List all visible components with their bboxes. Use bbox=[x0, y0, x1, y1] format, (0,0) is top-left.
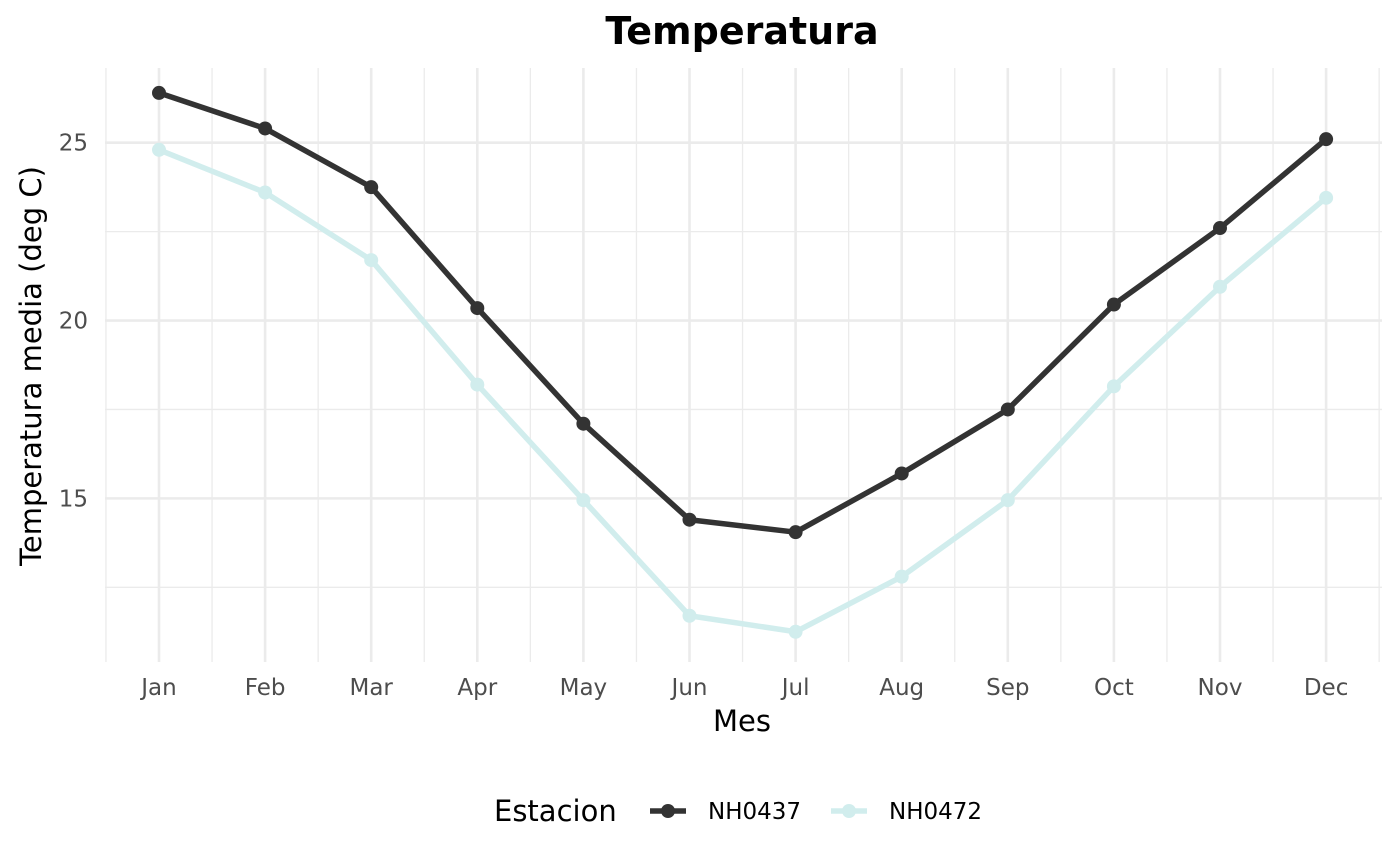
data-point bbox=[364, 180, 379, 195]
x-tick-label: Nov bbox=[1198, 675, 1243, 701]
x-tick-label: Apr bbox=[457, 675, 497, 701]
data-point bbox=[258, 121, 273, 136]
data-point bbox=[1213, 279, 1227, 294]
legend-title: Estacion bbox=[494, 794, 617, 828]
legend-item: NH0472 bbox=[831, 799, 982, 825]
x-tick-label: Sep bbox=[986, 675, 1029, 701]
legend-item: NH0437 bbox=[650, 799, 801, 825]
x-tick-label: Jun bbox=[670, 675, 708, 701]
data-point bbox=[364, 253, 379, 268]
data-point bbox=[1319, 190, 1334, 205]
legend: Estacion NH0437 NH0472 bbox=[494, 794, 982, 828]
x-tick-labels: Jan Feb Mar Apr May Jun Jul Aug Sep Oct Nov Dec bbox=[139, 675, 1348, 701]
data-point bbox=[576, 416, 591, 431]
y-tick-label: 15 bbox=[59, 486, 88, 512]
data-point bbox=[1106, 297, 1121, 312]
data-point bbox=[152, 142, 166, 157]
x-tick-label: Mar bbox=[349, 675, 393, 701]
data-point bbox=[682, 608, 697, 623]
x-tick-label: Oct bbox=[1094, 675, 1134, 701]
data-point bbox=[894, 466, 909, 481]
series-NH0472 bbox=[152, 142, 1334, 639]
grid-lines bbox=[105, 68, 1382, 662]
x-tick-label: Jan bbox=[139, 675, 176, 701]
legend-label: NH0472 bbox=[889, 799, 982, 825]
y-tick-label: 25 bbox=[59, 131, 88, 157]
data-point bbox=[682, 512, 697, 527]
data-point bbox=[788, 624, 803, 639]
legend-key-point bbox=[842, 804, 856, 818]
x-tick-label: Aug bbox=[879, 675, 924, 701]
series-line bbox=[158, 90, 1328, 535]
data-point bbox=[1106, 379, 1121, 394]
data-point bbox=[152, 85, 166, 100]
legend-items: NH0437 NH0472 bbox=[650, 799, 982, 825]
data-point bbox=[258, 185, 273, 200]
x-tick-label: Jul bbox=[780, 675, 810, 701]
data-point bbox=[788, 525, 803, 540]
y-tick-labels: 15 20 25 bbox=[59, 131, 88, 513]
legend-label: NH0437 bbox=[708, 799, 801, 825]
data-point bbox=[894, 569, 909, 584]
x-tick-label: Feb bbox=[245, 675, 286, 701]
data-point bbox=[1319, 132, 1334, 147]
chart-title: Temperatura bbox=[605, 9, 878, 53]
y-axis-title: Temperatura media (deg C) bbox=[14, 166, 48, 567]
data-point bbox=[1000, 402, 1015, 417]
data-point bbox=[1213, 221, 1227, 236]
x-tick-label: Dec bbox=[1304, 675, 1349, 701]
series-NH0437 bbox=[152, 85, 1334, 540]
data-point bbox=[576, 493, 591, 508]
data-point bbox=[470, 377, 485, 392]
legend-key-point bbox=[661, 804, 675, 818]
data-point bbox=[470, 301, 485, 316]
series-line bbox=[157, 147, 1328, 635]
data-point bbox=[1000, 493, 1015, 508]
x-axis-title: Mes bbox=[713, 704, 771, 738]
x-tick-label: May bbox=[560, 675, 608, 701]
series-layer bbox=[152, 85, 1334, 639]
y-tick-label: 20 bbox=[59, 309, 88, 335]
